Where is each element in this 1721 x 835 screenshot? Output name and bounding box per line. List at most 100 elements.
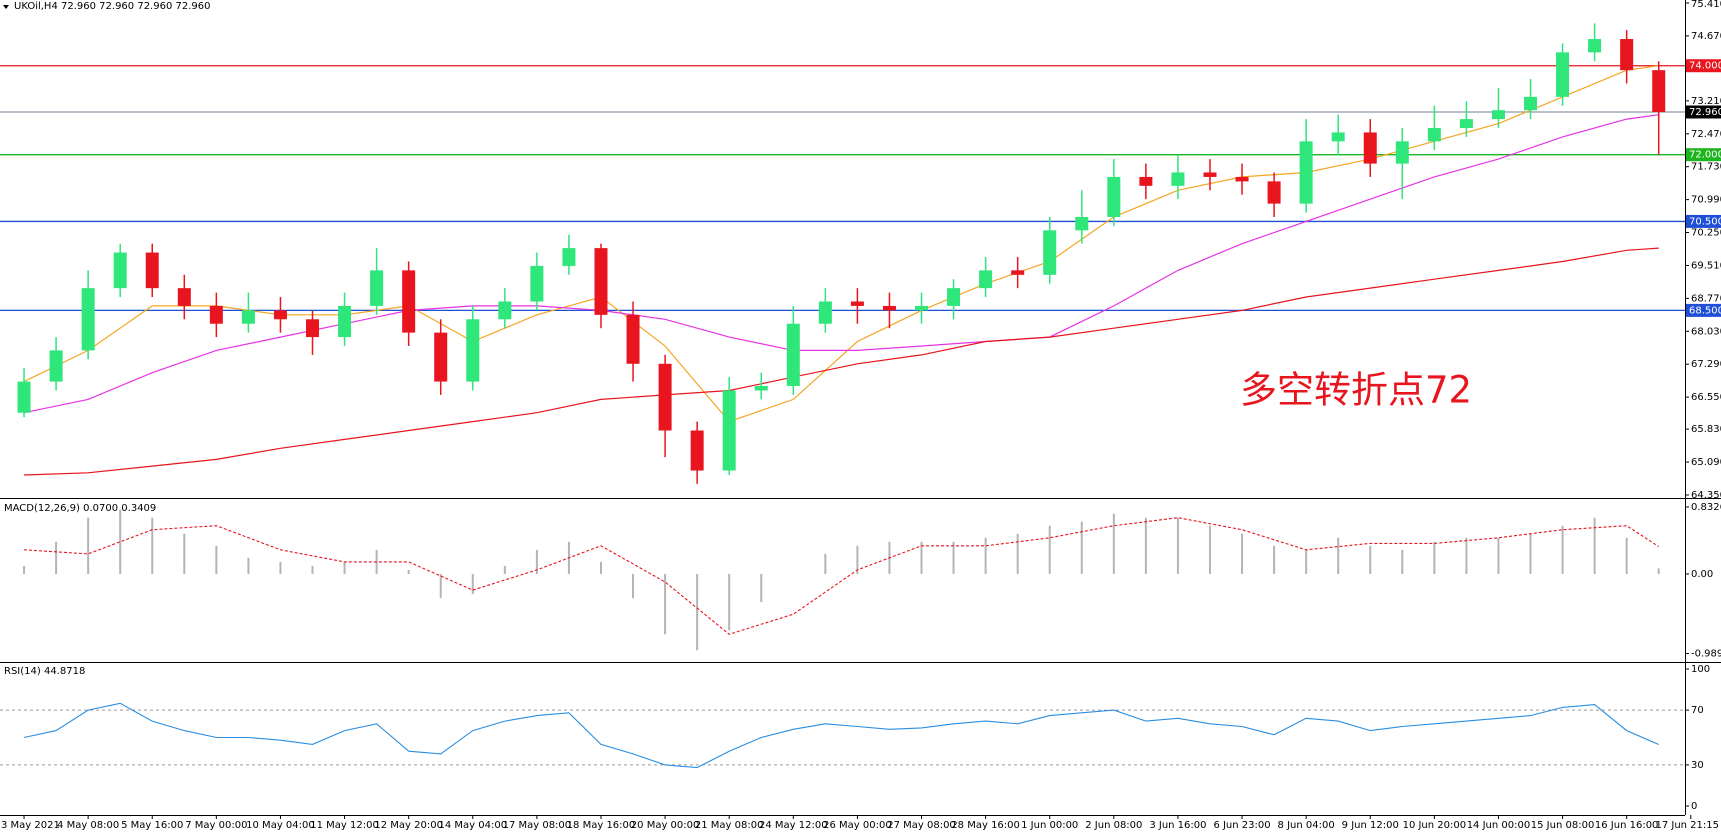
candle-body (273, 310, 287, 320)
candle-body (915, 305, 929, 311)
symbol-menu-arrow[interactable] (3, 5, 9, 9)
y-tick-label: 69.510 (1691, 260, 1721, 271)
candle-body (818, 301, 832, 324)
x-tick-label: 21 May 08:00 (695, 820, 764, 831)
x-tick-label: 24 May 12:00 (759, 820, 828, 831)
candle-body (1524, 96, 1538, 111)
level-tag (1686, 105, 1721, 119)
moving-average (23, 114, 1659, 414)
x-tick-label: 2 Jun 08:00 (1085, 820, 1142, 831)
candle-body (1363, 132, 1377, 164)
candle-body (209, 305, 223, 324)
x-tick-label: 5 May 16:00 (121, 820, 183, 831)
x-tick-label: 17 Jun 21:15 (1655, 820, 1719, 831)
x-tick-label: 14 May 04:00 (438, 820, 507, 831)
rsi-line (23, 702, 1659, 769)
candle-body (1331, 132, 1345, 142)
y-tick-label: 70 (1691, 705, 1704, 716)
level-label: 74.000 (1689, 61, 1721, 72)
rsi-title: RSI(14) 44.8718 (4, 666, 85, 677)
x-tick-label: 10 Jun 20:00 (1403, 820, 1467, 831)
x-tick-label: 18 May 16:00 (567, 820, 636, 831)
y-tick-label: 72.470 (1691, 129, 1721, 140)
level-tag (1686, 214, 1721, 228)
candle-body (498, 301, 512, 320)
x-tick-label: 15 Jun 08:00 (1531, 820, 1595, 831)
level-label: 72.960 (1689, 107, 1721, 118)
candle-body (562, 248, 576, 266)
y-tick-label: 66.550 (1691, 392, 1721, 403)
candle-body (1459, 119, 1473, 129)
x-tick-label: 9 Jun 12:00 (1342, 820, 1399, 831)
candle-body (979, 270, 993, 289)
candle-body (626, 314, 640, 364)
candle-body (882, 305, 896, 311)
candle-body (786, 323, 800, 387)
candle-body (81, 288, 95, 351)
x-tick-label: 11 May 12:00 (310, 820, 379, 831)
y-tick-label: 67.290 (1691, 359, 1721, 370)
candle-body (1299, 141, 1313, 204)
candle-body (594, 248, 608, 315)
moving-average (23, 65, 1659, 423)
candle-body (17, 381, 31, 413)
moving-average (23, 247, 1659, 476)
candle-body (177, 288, 191, 306)
candle-body (1652, 70, 1666, 112)
candle-body (1427, 128, 1441, 142)
candle-body (850, 301, 864, 306)
level-tag (1686, 59, 1721, 73)
y-tick-label: 73.210 (1691, 96, 1721, 107)
candle-body (1267, 181, 1281, 204)
candle-body (241, 310, 255, 324)
level-tag (1686, 303, 1721, 317)
candle-body (1588, 39, 1602, 53)
y-tick-label: 0 (1691, 801, 1697, 812)
candle-body (722, 390, 736, 471)
candle-body (1043, 230, 1057, 275)
y-tick-label: 70.250 (1691, 228, 1721, 239)
candle-body (1395, 141, 1409, 164)
y-tick-label: 64.350 (1691, 490, 1721, 501)
candle-body (1203, 172, 1217, 177)
candle-body (1139, 176, 1153, 186)
candle-body (49, 350, 63, 382)
candle-body (1075, 216, 1089, 231)
level-label: 70.500 (1689, 216, 1721, 227)
candle-body (1556, 52, 1570, 97)
candle-body (338, 305, 352, 338)
x-tick-label: 3 May 2021 (1, 820, 60, 831)
x-tick-label: 3 Jun 16:00 (1149, 820, 1206, 831)
y-tick-label: 0.8326 (1691, 502, 1721, 513)
x-tick-label: 1 Jun 00:00 (1021, 820, 1078, 831)
annotation: 多空转折点72 (1240, 369, 1472, 412)
candle-body (434, 332, 448, 382)
level-label: 68.500 (1689, 305, 1721, 316)
x-tick-label: 16 Jun 16:00 (1595, 820, 1659, 831)
y-tick-label: 75.410 (1691, 0, 1721, 10)
candle-body (1011, 270, 1025, 275)
x-tick-label: 17 May 08:00 (503, 820, 572, 831)
x-tick-label: 14 Jun 00:00 (1467, 820, 1531, 831)
candle-body (1235, 176, 1249, 182)
level-label: 72.000 (1689, 150, 1721, 161)
candle-body (754, 386, 768, 391)
candle-body (690, 430, 704, 471)
y-tick-label: 71.730 (1691, 162, 1721, 173)
x-tick-label: 20 May 00:00 (631, 820, 700, 831)
x-tick-label: 12 May 20:00 (374, 820, 443, 831)
candle-body (306, 319, 320, 338)
y-tick-label: 70.990 (1691, 195, 1721, 206)
candle-body (370, 270, 384, 306)
y-tick-label: 0.00 (1691, 569, 1713, 580)
x-tick-label: 27 May 08:00 (887, 820, 956, 831)
x-tick-label: 26 May 00:00 (823, 820, 892, 831)
y-tick-label: 74.670 (1691, 31, 1721, 42)
x-tick-label: 4 May 08:00 (57, 820, 119, 831)
candle-body (1491, 110, 1505, 120)
candle-body (466, 319, 480, 382)
x-tick-label: 8 Jun 04:00 (1278, 820, 1335, 831)
y-tick-label: 30 (1691, 760, 1704, 771)
